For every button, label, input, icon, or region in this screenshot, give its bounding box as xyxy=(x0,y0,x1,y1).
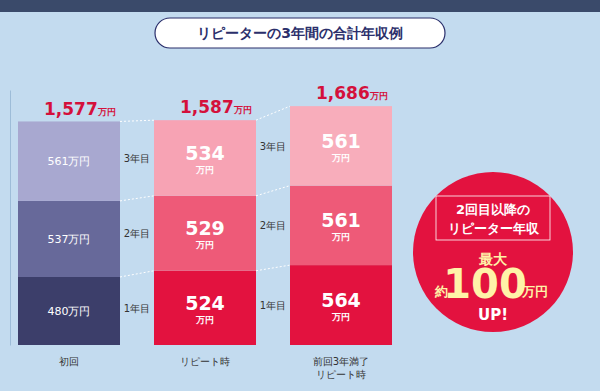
title: リピーターの3年間の合計年収例 xyxy=(197,25,403,41)
bar-segment xyxy=(154,196,256,271)
annotation-heading: 2回目以降のリピーター年収 xyxy=(448,202,540,236)
data-label: 537万円 xyxy=(48,233,91,246)
annotation-box xyxy=(436,196,550,240)
connector xyxy=(120,196,154,201)
title-box xyxy=(155,18,445,48)
data-label: 561万円 xyxy=(321,209,361,242)
x-tick-label: 前回3年満了リピート時 xyxy=(313,356,369,380)
series-label: 2年目 xyxy=(260,220,286,231)
series-label: 3年目 xyxy=(124,153,150,164)
top-band xyxy=(0,0,600,12)
series-label: 1年目 xyxy=(124,303,150,314)
bar-segment xyxy=(18,201,120,277)
data-label: 564万円 xyxy=(321,289,361,322)
connector xyxy=(256,106,290,120)
x-tick-label: リピート時 xyxy=(180,356,230,367)
bar-segment xyxy=(290,106,392,185)
x-labels: 初回 リピート時 前回3年満了リピート時 xyxy=(59,356,369,380)
total-label: 1,686万円 xyxy=(316,83,388,103)
bar-segment xyxy=(18,277,120,345)
connectors xyxy=(120,106,290,277)
data-label: 529万円 xyxy=(185,217,225,250)
data-label: 524万円 xyxy=(185,292,225,325)
annotation-suffix: UP! xyxy=(478,306,508,324)
title-group: リピーターの3年間の合計年収例 xyxy=(155,18,445,48)
bar-segment xyxy=(290,265,392,345)
series-labels: 1年目 2年目 3年目 1年目 2年目 3年目 xyxy=(124,141,286,314)
connector xyxy=(120,271,154,277)
series-label: 1年目 xyxy=(260,300,286,311)
annotation-value: 100 xyxy=(443,261,527,307)
bars xyxy=(18,106,392,345)
data-labels: 480万円 524万円 564万円 537万円 529万円 561万円 561万円 534万円… xyxy=(48,130,361,325)
x-tick-label: 初回 xyxy=(59,356,79,367)
series-label: 3年目 xyxy=(260,141,286,152)
annotation-unit: 万円 xyxy=(521,284,548,299)
bar-segment xyxy=(154,120,256,196)
annotation: 2回目以降のリピーター年収最大約100万円UP! xyxy=(413,172,573,332)
y-axis xyxy=(10,91,11,346)
totals: 1,577万円 1,587万円 1,686万円 xyxy=(44,83,388,118)
annotation-circle xyxy=(413,172,573,332)
background xyxy=(0,0,600,391)
chart: リピーターの3年間の合計年収例 480万円 524万円 564万円 537万円 529万円… xyxy=(0,0,600,391)
total-label: 1,587万円 xyxy=(180,97,252,117)
connector xyxy=(120,120,154,121)
bar-segment xyxy=(18,121,120,200)
series-label: 2年目 xyxy=(124,228,150,239)
bar-segment xyxy=(154,271,256,345)
connector xyxy=(256,186,290,196)
data-label: 561万円 xyxy=(48,155,91,168)
data-label: 480万円 xyxy=(48,305,91,318)
y-axis-line xyxy=(10,91,11,346)
bar-segment xyxy=(290,186,392,265)
total-label: 1,577万円 xyxy=(44,99,116,119)
data-label: 534万円 xyxy=(185,142,225,175)
data-label: 561万円 xyxy=(321,130,361,163)
connector xyxy=(256,265,290,271)
